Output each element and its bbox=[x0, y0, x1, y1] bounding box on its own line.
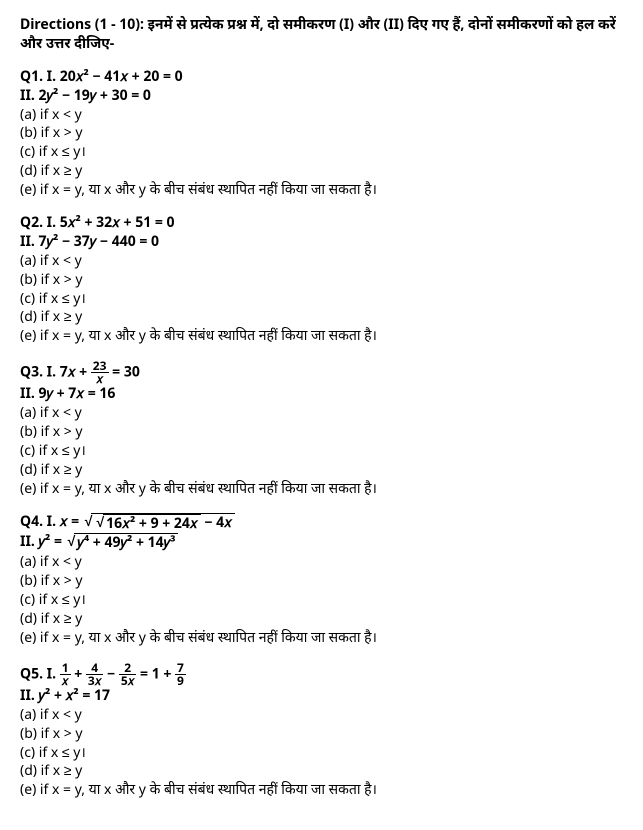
q3-eq2: II. 9𝑦 + 7𝑥 = 16 bbox=[20, 385, 623, 404]
q5-opt-b: (b) if x > y bbox=[20, 725, 623, 744]
q2-opt-d: (d) if x ≥ y bbox=[20, 308, 623, 327]
q5-f1: 1𝑥 bbox=[60, 662, 71, 687]
q4-opt-a: (a) if x < y bbox=[20, 553, 623, 572]
q5-f2: 43𝑥 bbox=[86, 662, 104, 687]
q1-opt-d: (d) if x ≥ y bbox=[20, 162, 623, 181]
q5-f4d: 9 bbox=[175, 675, 186, 687]
q2-eq1-expr: 5𝑥² + 32𝑥 + 51 = 0 bbox=[60, 213, 175, 232]
q4-eq1-pre: 𝑥 = bbox=[60, 512, 83, 531]
q4-opt-c: (c) if x ≤ y। bbox=[20, 591, 623, 610]
q1-opt-a: (a) if x < y bbox=[20, 106, 623, 125]
q1-label: Q1. I. bbox=[20, 67, 60, 86]
q3-eq1: Q3. I. 7𝑥 + 23𝑥 = 30 bbox=[20, 360, 623, 385]
q2-label2: II. bbox=[20, 232, 38, 251]
q3-label2: II. bbox=[20, 384, 38, 403]
q4-label: Q4. I. bbox=[20, 512, 60, 531]
q2-eq1: Q2. I. 5𝑥² + 32𝑥 + 51 = 0 bbox=[20, 214, 623, 233]
q3-label: Q3. I. bbox=[20, 363, 60, 382]
q4-opt-b: (b) if x > y bbox=[20, 572, 623, 591]
q2-opt-e: (e) if x = y, या x और y के बीच संबंध स्थ… bbox=[20, 327, 623, 346]
question-1: Q1. I. 20𝑥² − 41𝑥 + 20 = 0 II. 2𝑦² − 19𝑦… bbox=[20, 68, 623, 200]
q2-eq2: II. 7𝑦² − 37𝑦 − 440 = 0 bbox=[20, 233, 623, 252]
q1-opt-b: (b) if x > y bbox=[20, 124, 623, 143]
question-2: Q2. I. 5𝑥² + 32𝑥 + 51 = 0 II. 7𝑦² − 37𝑦 … bbox=[20, 214, 623, 346]
q4-opt-d: (d) if x ≥ y bbox=[20, 610, 623, 629]
q5-opt-d: (d) if x ≥ y bbox=[20, 762, 623, 781]
question-3: Q3. I. 7𝑥 + 23𝑥 = 30 II. 9𝑦 + 7𝑥 = 16 (a… bbox=[20, 360, 623, 498]
q4-sqrt2-body: 𝑦⁴ + 49𝑦² + 14𝑦³ bbox=[74, 533, 178, 553]
q1-label2: II. bbox=[20, 86, 38, 105]
q5-opt-c: (c) if x ≤ y। bbox=[20, 744, 623, 763]
q1-opt-c: (c) if x ≤ y। bbox=[20, 143, 623, 162]
q4-label2: II. bbox=[20, 532, 38, 551]
q3-eq1-pre: 7𝑥 + bbox=[60, 363, 91, 382]
q4-sqrt-outer: 16𝑥² + 9 + 24𝑥 − 4𝑥 bbox=[83, 513, 235, 534]
q3-opt-e: (e) if x = y, या x और y के बीच संबंध स्थ… bbox=[20, 480, 623, 499]
q3-opt-d: (d) if x ≥ y bbox=[20, 461, 623, 480]
q4-eq1-post: − 4𝑥 bbox=[201, 513, 232, 532]
q2-eq2-expr: 7𝑦² − 37𝑦 − 440 = 0 bbox=[38, 232, 159, 251]
q3-opt-c: (c) if x ≤ y। bbox=[20, 442, 623, 461]
q3-opt-b: (b) if x > y bbox=[20, 423, 623, 442]
q1-eq1-expr: 20𝑥² − 41𝑥 + 20 = 0 bbox=[60, 67, 183, 86]
q5-opt-a: (a) if x < y bbox=[20, 706, 623, 725]
q5-opt-e: (e) if x = y, या x और y के बीच संबंध स्थ… bbox=[20, 781, 623, 800]
q4-eq2-pre: 𝑦² = bbox=[38, 532, 65, 551]
q1-eq2-expr: 2𝑦² − 19𝑦 + 30 = 0 bbox=[38, 86, 150, 105]
q3-eq1-post: = 30 bbox=[109, 363, 140, 382]
question-4: Q4. I. 𝑥 = 16𝑥² + 9 + 24𝑥 − 4𝑥 II. 𝑦² = … bbox=[20, 513, 623, 648]
q2-label: Q2. I. bbox=[20, 213, 60, 232]
q5-equals: = 1 + bbox=[136, 664, 175, 683]
q1-opt-e: (e) if x = y, या x और y के बीच संबंध स्थ… bbox=[20, 181, 623, 200]
q3-opt-a: (a) if x < y bbox=[20, 404, 623, 423]
q5-minus: − bbox=[103, 664, 118, 683]
q5-eq2: II. 𝑦² + 𝑥² = 17 bbox=[20, 687, 623, 706]
q4-eq2: II. 𝑦² = 𝑦⁴ + 49𝑦² + 14𝑦³ bbox=[20, 533, 623, 553]
q2-opt-c: (c) if x ≤ y। bbox=[20, 290, 623, 309]
q4-sqrt2: 𝑦⁴ + 49𝑦² + 14𝑦³ bbox=[66, 533, 179, 553]
q5-plus1: + bbox=[71, 664, 86, 683]
q3-frac: 23𝑥 bbox=[91, 360, 109, 385]
q1-eq2: II. 2𝑦² − 19𝑦 + 30 = 0 bbox=[20, 87, 623, 106]
q5-eq2-expr: 𝑦² + 𝑥² = 17 bbox=[38, 686, 110, 705]
q1-eq1: Q1. I. 20𝑥² − 41𝑥 + 20 = 0 bbox=[20, 68, 623, 87]
q5-label: Q5. I. bbox=[20, 664, 60, 683]
q5-f3: 25𝑥 bbox=[119, 662, 137, 687]
q4-sqrt-inner: 16𝑥² + 9 + 24𝑥 bbox=[94, 514, 200, 534]
directions-text: Directions (1 - 10): इनमें से प्रत्येक प… bbox=[20, 16, 623, 54]
q4-opt-e: (e) if x = y, या x और y के बीच संबंध स्थ… bbox=[20, 629, 623, 648]
q3-eq2-expr: 9𝑦 + 7𝑥 = 16 bbox=[38, 384, 115, 403]
q5-label2: II. bbox=[20, 686, 38, 705]
question-5: Q5. I. 1𝑥 + 43𝑥 − 25𝑥 = 1 + 79 II. 𝑦² + … bbox=[20, 662, 623, 800]
q2-opt-b: (b) if x > y bbox=[20, 271, 623, 290]
q4-sqrt-inner-body: 16𝑥² + 9 + 24𝑥 bbox=[103, 514, 201, 534]
q4-eq1: Q4. I. 𝑥 = 16𝑥² + 9 + 24𝑥 − 4𝑥 bbox=[20, 513, 623, 534]
q2-opt-a: (a) if x < y bbox=[20, 252, 623, 271]
q5-eq1: Q5. I. 1𝑥 + 43𝑥 − 25𝑥 = 1 + 79 bbox=[20, 662, 623, 687]
q5-f3d: 5𝑥 bbox=[119, 675, 137, 687]
q5-f4: 79 bbox=[175, 662, 186, 687]
